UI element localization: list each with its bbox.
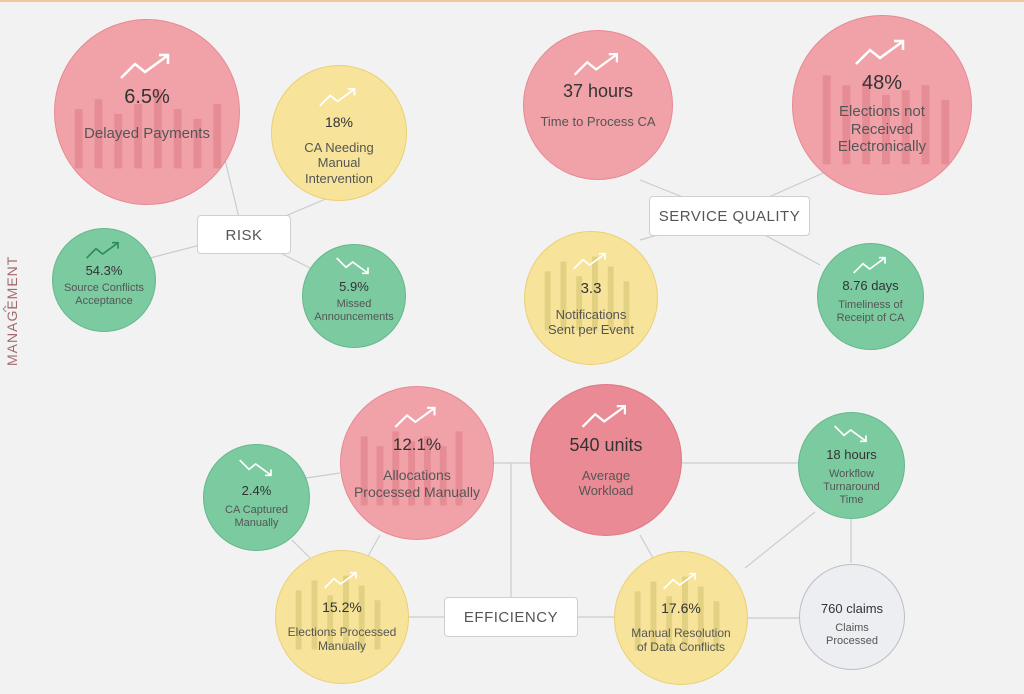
- kpi-value: 2.4%: [241, 483, 272, 498]
- kpi-value: 54.3%: [85, 263, 123, 278]
- trend-up-icon: [120, 53, 170, 79]
- kpi-label: Timeliness of Receipt of CA: [836, 299, 905, 324]
- trend-down-icon: [238, 459, 272, 477]
- sparkline-background: [544, 256, 630, 331]
- trend-down-icon: [336, 257, 369, 275]
- sparkline-background: [74, 89, 222, 169]
- kpi-label: Allocations Processed Manually: [353, 467, 481, 500]
- kpi-bubble-claims-processed[interactable]: 760 claims Claims Processed: [799, 564, 905, 670]
- trend-up-icon: [394, 406, 436, 428]
- trend-up-icon: [855, 39, 905, 65]
- kpi-bubble-delayed-payments[interactable]: 6.5% Delayed Payments: [54, 19, 240, 205]
- kpi-label: Average Workload: [578, 468, 634, 499]
- sparkline-background: [360, 431, 463, 506]
- chevron-left-icon[interactable]: ‹: [2, 300, 8, 317]
- kpi-value: 48%: [861, 72, 903, 94]
- kpi-bubble-source-conflicts[interactable]: 54.3% Source Conflicts Acceptance: [52, 228, 156, 332]
- kpi-label: CA Captured Manually: [225, 504, 288, 529]
- group-node-efficiency[interactable]: EFFICIENCY: [444, 597, 578, 637]
- sparkline-background: [822, 75, 950, 165]
- kpi-value: 37 hours: [562, 81, 634, 101]
- kpi-bubble-average-workload[interactable]: 540 units Average Workload: [530, 384, 682, 536]
- kpi-label: CA Needing Manual Intervention: [304, 140, 374, 186]
- kpi-value: 18 hours: [826, 447, 877, 462]
- kpi-label: Delayed Payments: [84, 125, 210, 142]
- kpi-bubble-ca-captured-manually[interactable]: 2.4% CA Captured Manually: [203, 444, 310, 551]
- kpi-label: Elections not Received Electronically: [837, 103, 927, 156]
- top-accent-line: [0, 0, 1024, 2]
- kpi-bubble-missed-announcements[interactable]: 5.9% Missed Announcements: [302, 244, 406, 348]
- kpi-label: Notifications Sent per Event: [548, 307, 634, 338]
- kpi-value: 540 units: [569, 435, 643, 455]
- kpi-value: 5.9%: [339, 279, 369, 294]
- kpi-value: 17.6%: [661, 600, 701, 616]
- trend-up-icon: [663, 572, 696, 590]
- kpi-value: 760 claims: [820, 601, 884, 616]
- kpi-value: 8.76 days: [842, 278, 899, 293]
- kpi-label: Elections Processed Manually: [287, 625, 397, 654]
- kpi-label: Time to Process CA: [540, 114, 656, 129]
- trend-up-icon: [324, 571, 357, 589]
- kpi-bubble-ca-manual-intervention[interactable]: 18% CA Needing Manual Intervention: [271, 65, 407, 201]
- kpi-label: Claims Processed: [826, 622, 878, 647]
- trend-up-icon: [852, 256, 886, 274]
- trend-up-icon: [86, 241, 119, 259]
- kpi-value: 12.1%: [392, 435, 442, 454]
- sparkline-background: [634, 576, 720, 651]
- kpi-value: 3.3: [580, 280, 602, 297]
- kpi-bubble-allocations-manual[interactable]: 12.1% Allocations Processed Manually: [340, 386, 494, 540]
- trend-down-icon: [833, 425, 867, 443]
- trend-up-icon: [573, 252, 606, 270]
- kpi-value: 18%: [324, 114, 354, 130]
- kpi-value: 6.5%: [124, 86, 170, 108]
- sparkline-background: [295, 575, 381, 650]
- kpi-bubble-elections-not-received[interactable]: 48% Elections not Received Electronicall…: [792, 15, 972, 195]
- kpi-bubble-elections-manual[interactable]: 15.2% Elections Processed Manually: [275, 550, 409, 684]
- kpi-label: Missed Announcements: [314, 298, 394, 323]
- kpi-label: Source Conflicts Acceptance: [63, 282, 145, 307]
- kpi-bubble-timeliness-receipt[interactable]: 8.76 days Timeliness of Receipt of CA: [817, 243, 924, 350]
- group-node-service-quality[interactable]: SERVICE QUALITY: [649, 196, 810, 236]
- kpi-label: Workflow Turnaround Time: [823, 468, 880, 506]
- trend-up-icon: [319, 88, 356, 107]
- kpi-bubble-notifications-sent[interactable]: 3.3 Notifications Sent per Event: [524, 231, 658, 365]
- kpi-bubble-time-to-process[interactable]: 37 hours Time to Process CA: [523, 30, 673, 180]
- sidebar-section-label: MANAGEMENT: [4, 255, 20, 366]
- kpi-bubble-manual-resolution[interactable]: 17.6% Manual Resolution of Data Conflict…: [614, 551, 748, 685]
- trend-up-icon: [581, 404, 627, 428]
- kpi-value: 15.2%: [322, 599, 362, 615]
- kpi-label: Manual Resolution of Data Conflicts: [631, 626, 731, 655]
- trend-up-icon: [573, 52, 619, 76]
- group-node-risk[interactable]: RISK: [197, 215, 291, 254]
- kpi-bubble-workflow-turnaround[interactable]: 18 hours Workflow Turnaround Time: [798, 412, 905, 519]
